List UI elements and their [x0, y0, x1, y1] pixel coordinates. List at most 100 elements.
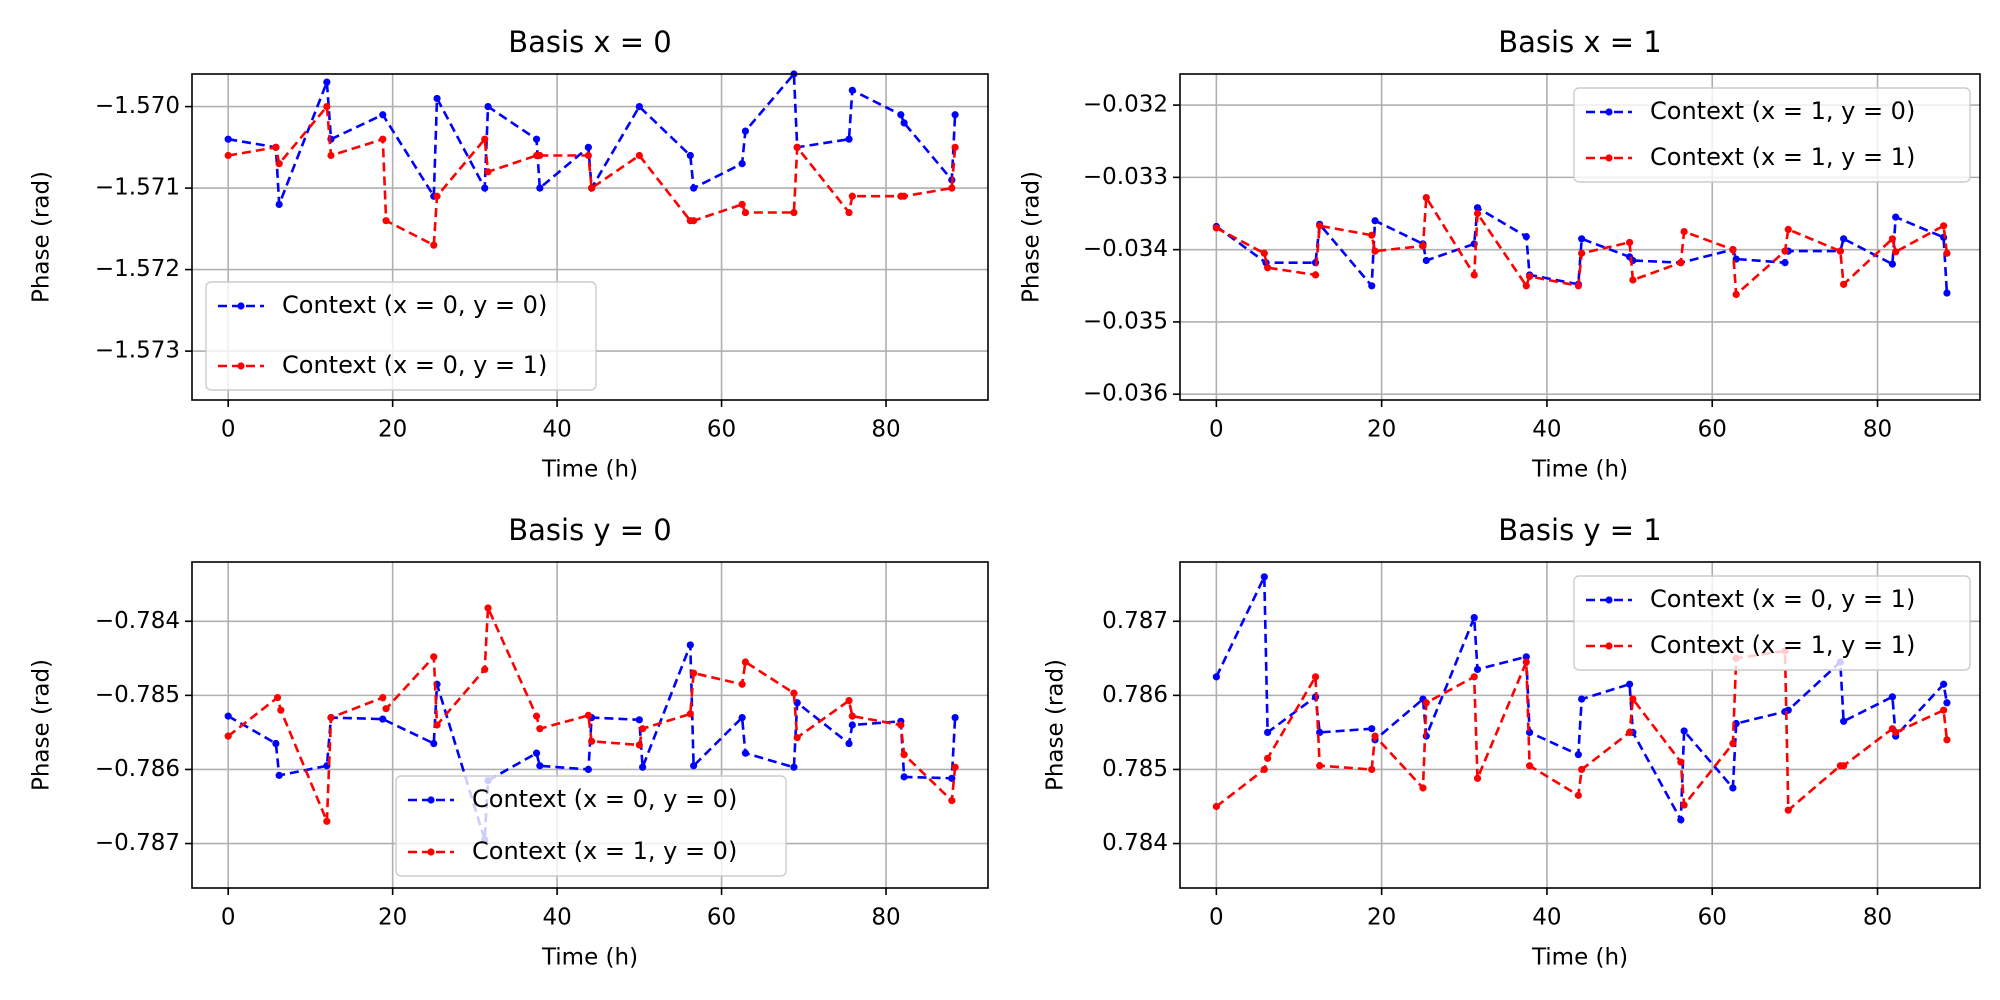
x-tick-label: 40: [1532, 905, 1561, 931]
subplot-basis-x0: Basis x = 0 −1.573 −1.572 −1.571 −1.570 0 20…: [29, 25, 989, 483]
y-tick-label: −0.787: [95, 830, 180, 856]
data-point: [738, 200, 746, 208]
data-point: [382, 217, 390, 225]
data-point: [1943, 249, 1951, 257]
data-point: [1368, 765, 1376, 774]
x-tick-label: 0: [1209, 905, 1224, 931]
data-point: [1316, 222, 1324, 230]
data-point: [690, 184, 698, 192]
data-point: [588, 184, 596, 192]
legend-label: Context (x = 0, y = 0): [282, 291, 547, 319]
legend-frame: [395, 775, 787, 877]
y-tick-label: −0.035: [1083, 308, 1168, 334]
data-point: [1260, 765, 1268, 774]
data-point: [224, 135, 232, 143]
data-point: [224, 712, 232, 720]
data-point: [379, 715, 387, 723]
data-point: [327, 713, 335, 722]
y-tick-label: −1.573: [95, 338, 180, 364]
data-point: [433, 721, 441, 729]
data-point: [639, 725, 647, 733]
legend-marker: [237, 362, 245, 370]
legend-frame: [205, 281, 597, 391]
data-point: [1943, 736, 1951, 744]
data-point: [1260, 573, 1268, 581]
data-point: [1316, 762, 1324, 770]
data-point: [481, 665, 489, 674]
data-point: [1419, 784, 1427, 792]
data-point: [1578, 765, 1586, 774]
data-point: [379, 135, 387, 143]
x-axis-label: Time (h): [1531, 945, 1628, 971]
data-point: [690, 762, 698, 770]
data-point: [430, 653, 438, 661]
legend: Context (x = 1, y = 0) Context (x = 1, y …: [1573, 87, 1971, 183]
y-tick-label: −0.034: [1083, 236, 1168, 262]
data-point: [1840, 717, 1848, 725]
x-tick-label: 80: [1863, 417, 1892, 443]
data-point: [1578, 235, 1586, 243]
data-point: [635, 103, 643, 111]
legend-label: Context (x = 0, y = 1): [282, 351, 547, 379]
data-point: [1422, 699, 1430, 707]
x-tick-label: 80: [871, 905, 900, 931]
subplot-basis-y1: Basis y = 1 0.784 0.785 0.786 0.787 0 20 40 60…: [1043, 513, 1981, 971]
data-point: [897, 721, 905, 729]
data-point: [584, 711, 592, 719]
legend-frame: [1573, 87, 1971, 183]
data-point: [1212, 673, 1220, 681]
data-point: [1680, 727, 1688, 735]
data-point: [277, 706, 285, 714]
data-point: [433, 192, 441, 200]
data-point: [1371, 247, 1379, 255]
data-point: [1940, 680, 1948, 688]
legend: Context (x = 0, y = 0) Context (x = 0, y …: [205, 281, 597, 391]
x-tick-label: 0: [221, 905, 236, 931]
data-point: [741, 749, 750, 757]
data-point: [1840, 235, 1848, 243]
subplot-title: Basis y = 1: [1498, 513, 1662, 547]
data-point: [584, 151, 592, 160]
data-point: [323, 817, 331, 825]
data-point: [1470, 271, 1478, 279]
data-point: [532, 749, 541, 757]
y-tick-label: −0.784: [95, 608, 180, 634]
data-point: [948, 184, 956, 192]
plot-frame: [191, 561, 989, 889]
data-point: [430, 241, 438, 249]
data-point: [536, 762, 544, 770]
data-point: [1473, 665, 1482, 674]
data-point: [536, 725, 544, 733]
data-point: [1680, 801, 1688, 809]
data-point: [584, 143, 592, 151]
data-point: [1422, 194, 1430, 202]
data-point: [686, 151, 694, 160]
data-point: [481, 184, 489, 192]
data-point: [1368, 725, 1376, 733]
y-axis-label: Phase (rad): [29, 171, 55, 303]
data-point: [1212, 802, 1220, 811]
data-point: [1943, 289, 1951, 297]
data-point: [1940, 222, 1948, 230]
y-tick-label: −1.572: [95, 256, 180, 282]
data-point: [1578, 249, 1586, 257]
data-point: [273, 693, 282, 702]
legend: Context (x = 0, y = 1) Context (x = 1, y …: [1573, 575, 1971, 671]
x-axis-label: Time (h): [541, 457, 638, 483]
data-point: [686, 641, 694, 649]
data-point: [532, 712, 541, 720]
data-point: [635, 716, 643, 724]
data-point: [1470, 613, 1478, 622]
data-point: [275, 771, 283, 779]
data-point: [1264, 754, 1272, 762]
data-point: [1311, 271, 1320, 279]
data-point: [1729, 246, 1737, 254]
data-point: [1888, 235, 1896, 243]
data-point: [1892, 728, 1900, 737]
data-point: [897, 111, 905, 119]
data-point: [1525, 762, 1534, 770]
data-point: [1629, 276, 1637, 284]
data-point: [793, 733, 801, 742]
data-point: [1371, 732, 1379, 740]
